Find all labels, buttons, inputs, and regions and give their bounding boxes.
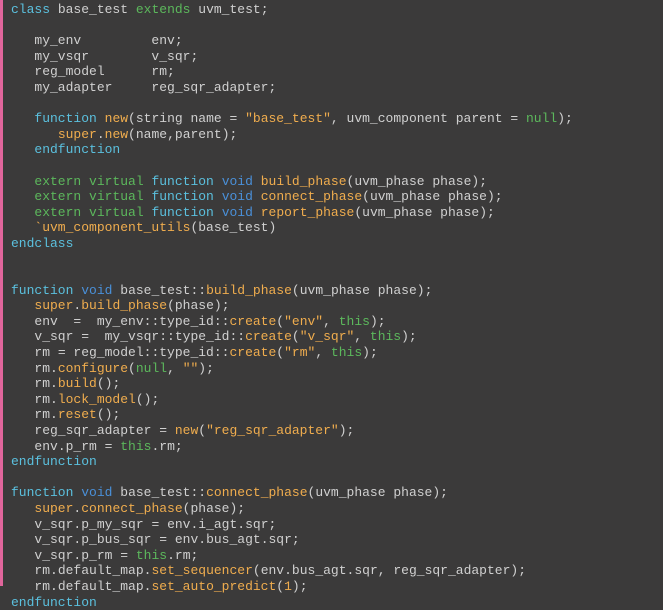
code-line: extern virtual function void connect_pha…: [11, 189, 663, 205]
code-line: reg_model rm;: [11, 64, 663, 80]
code-line: super.new(name,parent);: [11, 127, 663, 143]
code-line: [11, 96, 663, 112]
code-line: rm.lock_model();: [11, 392, 663, 408]
code-line: [11, 252, 663, 268]
code-line: endfunction: [11, 595, 663, 610]
code-line: function void base_test::connect_phase(u…: [11, 485, 663, 501]
code-line: [11, 470, 663, 486]
code-line: super.build_phase(phase);: [11, 298, 663, 314]
code-content: class base_test extends uvm_test; my_env…: [11, 2, 663, 610]
code-line: env.p_rm = this.rm;: [11, 439, 663, 455]
code-line: v_sqr.p_rm = this.rm;: [11, 548, 663, 564]
code-line: extern virtual function void build_phase…: [11, 174, 663, 190]
code-line: rm = reg_model::type_id::create("rm", th…: [11, 345, 663, 361]
code-line: endclass: [11, 236, 663, 252]
code-line: rm.default_map.set_auto_predict(1);: [11, 579, 663, 595]
code-line: [11, 267, 663, 283]
code-line: my_env env;: [11, 33, 663, 49]
code-line: [11, 18, 663, 34]
code-line: rm.configure(null, "");: [11, 361, 663, 377]
code-line: my_adapter reg_sqr_adapter;: [11, 80, 663, 96]
code-line: env = my_env::type_id::create("env", thi…: [11, 314, 663, 330]
code-line: function void base_test::build_phase(uvm…: [11, 283, 663, 299]
code-line: super.connect_phase(phase);: [11, 501, 663, 517]
code-line: `uvm_component_utils(base_test): [11, 220, 663, 236]
code-line: reg_sqr_adapter = new("reg_sqr_adapter")…: [11, 423, 663, 439]
code-editor[interactable]: class base_test extends uvm_test; my_env…: [0, 0, 663, 586]
code-line: endfunction: [11, 454, 663, 470]
code-line: extern virtual function void report_phas…: [11, 205, 663, 221]
code-line: rm.build();: [11, 376, 663, 392]
code-line: class base_test extends uvm_test;: [11, 2, 663, 18]
code-line: rm.reset();: [11, 407, 663, 423]
code-line: v_sqr.p_my_sqr = env.i_agt.sqr;: [11, 517, 663, 533]
code-line: function new(string name = "base_test", …: [11, 111, 663, 127]
code-line: my_vsqr v_sqr;: [11, 49, 663, 65]
code-line: endfunction: [11, 142, 663, 158]
code-line: v_sqr = my_vsqr::type_id::create("v_sqr"…: [11, 329, 663, 345]
code-line: [11, 158, 663, 174]
code-line: v_sqr.p_bus_sqr = env.bus_agt.sqr;: [11, 532, 663, 548]
code-line: rm.default_map.set_sequencer(env.bus_agt…: [11, 563, 663, 579]
